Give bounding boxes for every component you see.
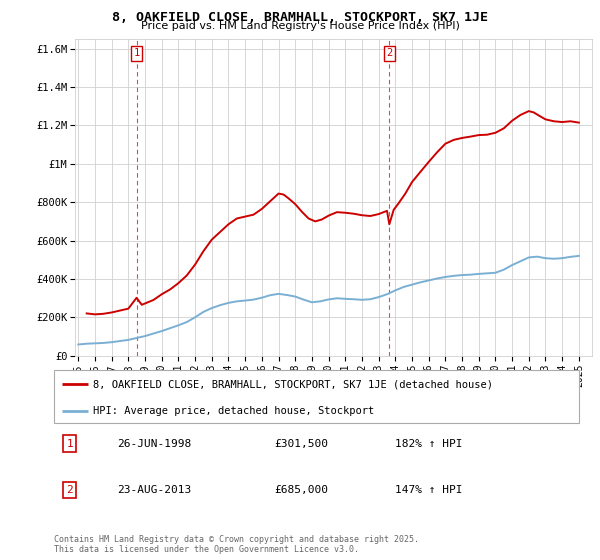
Text: 147% ↑ HPI: 147% ↑ HPI <box>395 485 463 495</box>
Text: 23-AUG-2013: 23-AUG-2013 <box>117 485 191 495</box>
Text: £301,500: £301,500 <box>275 438 329 449</box>
Text: 1: 1 <box>67 438 73 449</box>
Text: 182% ↑ HPI: 182% ↑ HPI <box>395 438 463 449</box>
Text: 2: 2 <box>67 485 73 495</box>
Text: Price paid vs. HM Land Registry's House Price Index (HPI): Price paid vs. HM Land Registry's House … <box>140 21 460 31</box>
FancyBboxPatch shape <box>54 370 579 423</box>
Text: 2: 2 <box>386 48 392 58</box>
Text: 8, OAKFIELD CLOSE, BRAMHALL, STOCKPORT, SK7 1JE (detached house): 8, OAKFIELD CLOSE, BRAMHALL, STOCKPORT, … <box>94 380 493 390</box>
Text: 1: 1 <box>133 48 140 58</box>
Text: HPI: Average price, detached house, Stockport: HPI: Average price, detached house, Stoc… <box>94 406 374 416</box>
Text: £685,000: £685,000 <box>275 485 329 495</box>
Text: 26-JUN-1998: 26-JUN-1998 <box>117 438 191 449</box>
Text: 8, OAKFIELD CLOSE, BRAMHALL, STOCKPORT, SK7 1JE: 8, OAKFIELD CLOSE, BRAMHALL, STOCKPORT, … <box>112 11 488 24</box>
Text: Contains HM Land Registry data © Crown copyright and database right 2025.
This d: Contains HM Land Registry data © Crown c… <box>54 535 419 554</box>
